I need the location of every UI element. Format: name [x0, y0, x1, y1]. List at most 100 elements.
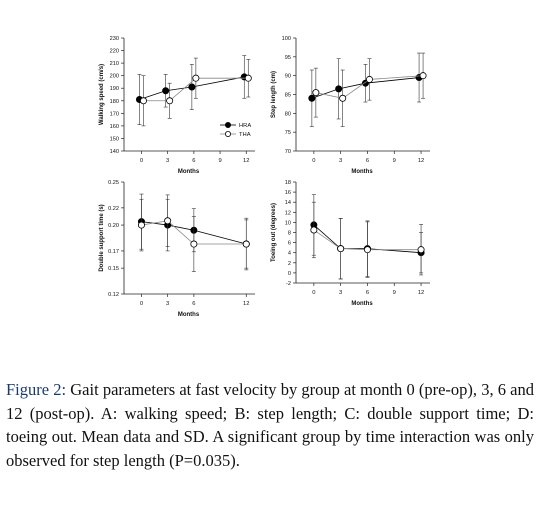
- y-tick-label: 2: [288, 261, 291, 267]
- x-axis-title: Months: [178, 312, 200, 318]
- y-axis-title: Double support time (s): [99, 204, 105, 271]
- x-tick-label: 3: [339, 158, 342, 164]
- x-tick-label: 9: [218, 158, 221, 164]
- y-axis-title: Step length (cm): [271, 71, 277, 118]
- data-point-tha: [417, 246, 425, 254]
- data-point-tha: [137, 221, 145, 229]
- data-point-hra: [188, 83, 196, 91]
- y-tick-label: 0.15: [108, 266, 119, 272]
- legend-marker-hra: [224, 122, 231, 129]
- y-tick-label: 100: [282, 36, 291, 42]
- x-tick-label: 9: [393, 158, 396, 164]
- data-point-tha: [312, 89, 320, 97]
- y-tick-label: 180: [110, 99, 119, 105]
- x-tick-label: 12: [243, 158, 249, 164]
- chart-panel-c: 0.12 0.15 0.17 0.20 0.22 0.25 0 3 6 12 Months Doubl…: [99, 180, 255, 318]
- x-tick-label: 12: [418, 290, 424, 296]
- x-tick-label: 3: [166, 301, 169, 307]
- series-line-hra: [139, 76, 245, 100]
- y-tick-label: 0.17: [108, 249, 119, 255]
- data-point-tha: [190, 240, 198, 248]
- y-tick-label: 80: [285, 111, 291, 117]
- y-tick-label: 10: [285, 220, 291, 226]
- x-tick-label: 0: [312, 290, 315, 296]
- data-point-tha: [244, 74, 252, 82]
- x-axis-title: Months: [351, 301, 373, 307]
- series-line-tha: [141, 220, 247, 245]
- x-tick-label: 6: [366, 158, 369, 164]
- caption-text: Gait parameters at fast velocity by grou…: [6, 380, 534, 470]
- y-tick-label: 95: [285, 55, 291, 61]
- y-tick-label: 4: [288, 251, 291, 257]
- x-tick-label: 9: [393, 290, 396, 296]
- series-line-hra: [141, 221, 247, 245]
- y-tick-label: 140: [110, 149, 119, 155]
- x-tick-label: 0: [312, 158, 315, 164]
- data-point-hra: [308, 94, 316, 102]
- y-tick-label: 6: [288, 241, 291, 247]
- chart-panel-d: -2 0 2 4 6 8 10 12 14 16 18 0 3 6 9 12 Months Toeing out …: [271, 180, 430, 307]
- figure-caption: Figure 2: Gait parameters at fast veloci…: [6, 378, 534, 472]
- data-point-tha: [339, 94, 347, 102]
- y-tick-label: 210: [110, 61, 119, 67]
- x-tick-label: 0: [140, 301, 143, 307]
- y-tick-label: 220: [110, 49, 119, 55]
- y-tick-label: 0.12: [108, 292, 119, 298]
- x-tick-label: 0: [140, 158, 143, 164]
- x-tick-label: 12: [418, 158, 424, 164]
- y-tick-label: 75: [285, 130, 291, 136]
- y-tick-label: 150: [110, 136, 119, 142]
- x-tick-label: 6: [192, 301, 195, 307]
- series-line-tha: [315, 75, 424, 99]
- legend-marker-tha: [224, 130, 231, 137]
- data-point-tha: [310, 226, 318, 234]
- legend-label-tha: THA: [239, 132, 251, 138]
- y-tick-label: 0.25: [108, 180, 119, 186]
- y-axis-title: Toeing out (degrees): [271, 203, 277, 262]
- series-line-tha: [313, 229, 422, 251]
- data-point-tha: [139, 97, 147, 105]
- y-tick-label: 0: [288, 271, 291, 277]
- y-tick-label: -2: [286, 281, 291, 287]
- y-tick-label: 190: [110, 86, 119, 92]
- data-point-tha: [337, 245, 345, 253]
- y-axis-title: Walking speed (cm/s): [99, 64, 105, 125]
- data-point-tha: [192, 74, 200, 82]
- y-tick-label: 85: [285, 93, 291, 99]
- chart-panel-b: 70 75 80 85 90 95 100 0 3 6 9 12 Months Step length (…: [271, 36, 430, 175]
- y-tick-label: 16: [285, 190, 291, 196]
- y-tick-label: 0.20: [108, 223, 119, 229]
- y-tick-label: 14: [285, 200, 291, 206]
- y-tick-label: 90: [285, 74, 291, 80]
- series-line-hra: [313, 224, 422, 254]
- legend-label-hra: HRA: [239, 123, 251, 129]
- x-tick-label: 3: [166, 158, 169, 164]
- data-point-hra: [162, 87, 170, 95]
- x-tick-label: 6: [192, 158, 195, 164]
- x-tick-label: 6: [366, 290, 369, 296]
- data-point-hra: [335, 85, 343, 93]
- data-point-tha: [166, 97, 174, 105]
- chart-panel-a: 140 150 160 170 180 190 200 210 220 230 0 3 6 9 12 Mont…: [99, 36, 255, 175]
- series-line-hra: [311, 77, 420, 99]
- y-tick-label: 200: [110, 74, 119, 80]
- y-tick-label: 12: [285, 210, 291, 216]
- data-point-tha: [363, 246, 371, 254]
- caption-label: Figure 2:: [6, 380, 67, 399]
- y-tick-label: 18: [285, 180, 291, 186]
- series-line-tha: [143, 77, 249, 102]
- data-point-tha: [242, 240, 250, 248]
- data-point-tha: [164, 217, 172, 225]
- y-tick-label: 170: [110, 111, 119, 117]
- x-axis-title: Months: [351, 169, 373, 175]
- data-point-tha: [419, 72, 427, 80]
- data-point-tha: [365, 75, 373, 83]
- y-tick-label: 8: [288, 231, 291, 237]
- x-tick-label: 3: [339, 290, 342, 296]
- y-tick-label: 70: [285, 149, 291, 155]
- x-axis-title: Months: [178, 169, 200, 175]
- x-tick-label: 12: [243, 301, 249, 307]
- y-tick-label: 160: [110, 124, 119, 130]
- y-tick-label: 0.22: [108, 206, 119, 212]
